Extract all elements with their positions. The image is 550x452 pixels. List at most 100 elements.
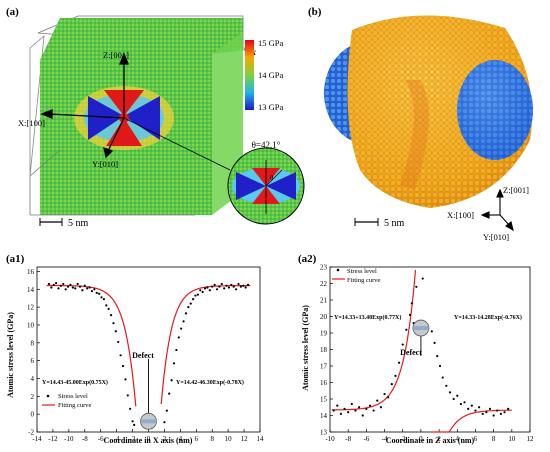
a2-ytick-label: 18 — [320, 346, 328, 354]
panel-b: (b) Z:[001] X:[100] Y:[010] 5 nm — [308, 6, 533, 242]
a2-data-point — [361, 414, 364, 417]
a2-xtick-label: 12 — [527, 435, 535, 443]
a1-xtick-label: -8 — [82, 435, 88, 443]
magnified-inset — [228, 148, 304, 224]
a2-xtick-label: 0 — [419, 435, 423, 443]
a1-data-point — [109, 314, 113, 317]
a1-data-point — [55, 281, 58, 285]
a2-data-point — [463, 401, 466, 404]
a1-data-point — [50, 286, 53, 289]
a1-legend-fit: Fitting curve — [58, 402, 92, 409]
a2-data-point — [368, 404, 372, 407]
a2-data-point — [452, 397, 455, 401]
a1-data-point — [184, 312, 188, 315]
a1-xtick-label: -2 — [130, 435, 136, 443]
a1-data-point — [114, 330, 117, 333]
a2-data-point — [459, 402, 463, 406]
a2-data-point — [492, 414, 495, 417]
a1-data-point — [95, 291, 98, 294]
chart-a2: (a2) -10 -8 -6 -4 -2 0 2 4 6 8 10 12 13 14 15 16 17 18 19 2… — [298, 253, 534, 445]
a2-ytick-label: 20 — [320, 313, 328, 321]
a1-data-point — [187, 306, 190, 309]
a2-data-point — [415, 285, 418, 288]
a2-legend-fit: Fitting curve — [347, 277, 381, 284]
a1-xtick-label: 12 — [241, 435, 249, 443]
a2-legend-dot — [336, 268, 340, 272]
a2-xtick-label: -10 — [325, 435, 335, 443]
a1-data-point — [211, 285, 214, 288]
a1-data-point — [117, 340, 120, 344]
colorbar-label-mid: 14 GPa — [258, 70, 283, 80]
axis-y-label-a: Y:[010] — [92, 159, 118, 169]
a1-data-point — [220, 282, 223, 286]
a1-data-point — [235, 288, 238, 291]
atomic-cluster — [324, 15, 533, 209]
a2-data-point — [438, 364, 442, 368]
a1-data-point — [90, 289, 94, 293]
panel-a2-label: (a2) — [298, 253, 317, 265]
a1-data-point — [66, 285, 70, 288]
a2-data-point — [436, 355, 439, 358]
a1-data-point — [225, 284, 228, 287]
a2-data-point — [387, 396, 390, 399]
a2-ytick-label: 16 — [320, 379, 328, 387]
a2-data-point — [485, 411, 488, 414]
a2-ytick-label: 13 — [320, 429, 328, 437]
a2-xtick-label: -6 — [363, 435, 369, 443]
a2-legend: Stress level Fitting curve — [332, 268, 381, 284]
a1-data-point — [170, 379, 173, 382]
inset-border — [227, 147, 305, 225]
a2-xtick-label: 8 — [492, 435, 496, 443]
a1-data-point — [47, 282, 51, 286]
a1-xtick-label: -6 — [98, 435, 104, 443]
a1-data-point — [121, 364, 125, 368]
a1-data-point — [177, 336, 180, 339]
a1-ytick-label: 6 — [31, 357, 35, 365]
axes-arrows-b — [480, 188, 514, 232]
a2-fit-curve-left — [331, 269, 417, 411]
a1-data-point — [232, 285, 235, 288]
a1-data-point — [218, 285, 221, 288]
a1-data-point — [100, 296, 103, 299]
a2-data-point — [401, 343, 404, 346]
a1-data-point — [194, 294, 197, 297]
axes-arrows-a — [40, 52, 231, 171]
a2-data-point — [488, 407, 492, 410]
a2-xtick-label: 10 — [508, 435, 516, 443]
a1-ylabel: Atomic stress level (GPa) — [6, 312, 15, 398]
a1-data-point — [112, 322, 115, 325]
a2-defect-band — [412, 326, 429, 331]
a1-data-point — [203, 287, 207, 290]
a2-data-point — [433, 341, 436, 344]
a1-legend: Stress level Fitting curve — [42, 393, 92, 409]
axis-z-label-a: Z:[001] — [103, 50, 129, 60]
a1-data-point — [126, 394, 129, 397]
a1-defect-label: Defect — [132, 351, 154, 360]
a2-data-point — [448, 391, 452, 394]
a1-data-point — [168, 392, 171, 395]
a2-data-point — [354, 409, 357, 412]
a1-xtick-label: 10 — [225, 435, 233, 443]
a2-data-point — [376, 399, 379, 402]
a2-ytick-label: 14 — [320, 412, 328, 420]
a1-ytick-label: -2 — [28, 429, 34, 437]
axis-z-label-b: Z:[001] — [503, 185, 529, 195]
a2-data-point — [467, 407, 470, 410]
colorbar — [245, 40, 254, 110]
a1-ytick-label: 8 — [31, 339, 35, 347]
panel-a1-label: (a1) — [6, 253, 25, 265]
a2-fit-left-eq: Y=14.33+13.48Exp(0.77X) — [334, 314, 401, 321]
a1-fit-left-eq: Y=14.43-45.00Exp(0.75X) — [42, 379, 108, 386]
a1-ytick-label: 14 — [27, 286, 35, 294]
a2-ylabel: Atomic stress level (GPa) — [301, 305, 310, 391]
a1-xtick-label: 2 — [163, 435, 167, 443]
chart-a1: (a1) -14 -12 -10 -8 -6 -4 -2 0 2 4 6 8 10 12 14 -2 0 2 4 6 8… — [6, 253, 264, 445]
a2-ytick-label: 21 — [320, 297, 328, 305]
a1-xtick-label: 4 — [179, 435, 183, 443]
a2-fit-right-eq: Y=14.33-14.28Exp(-0.76X) — [454, 314, 522, 321]
a1-data-point — [165, 409, 168, 412]
a1-data-point — [83, 284, 86, 287]
a1-data-point — [131, 420, 134, 423]
a2-data-point — [441, 376, 444, 379]
